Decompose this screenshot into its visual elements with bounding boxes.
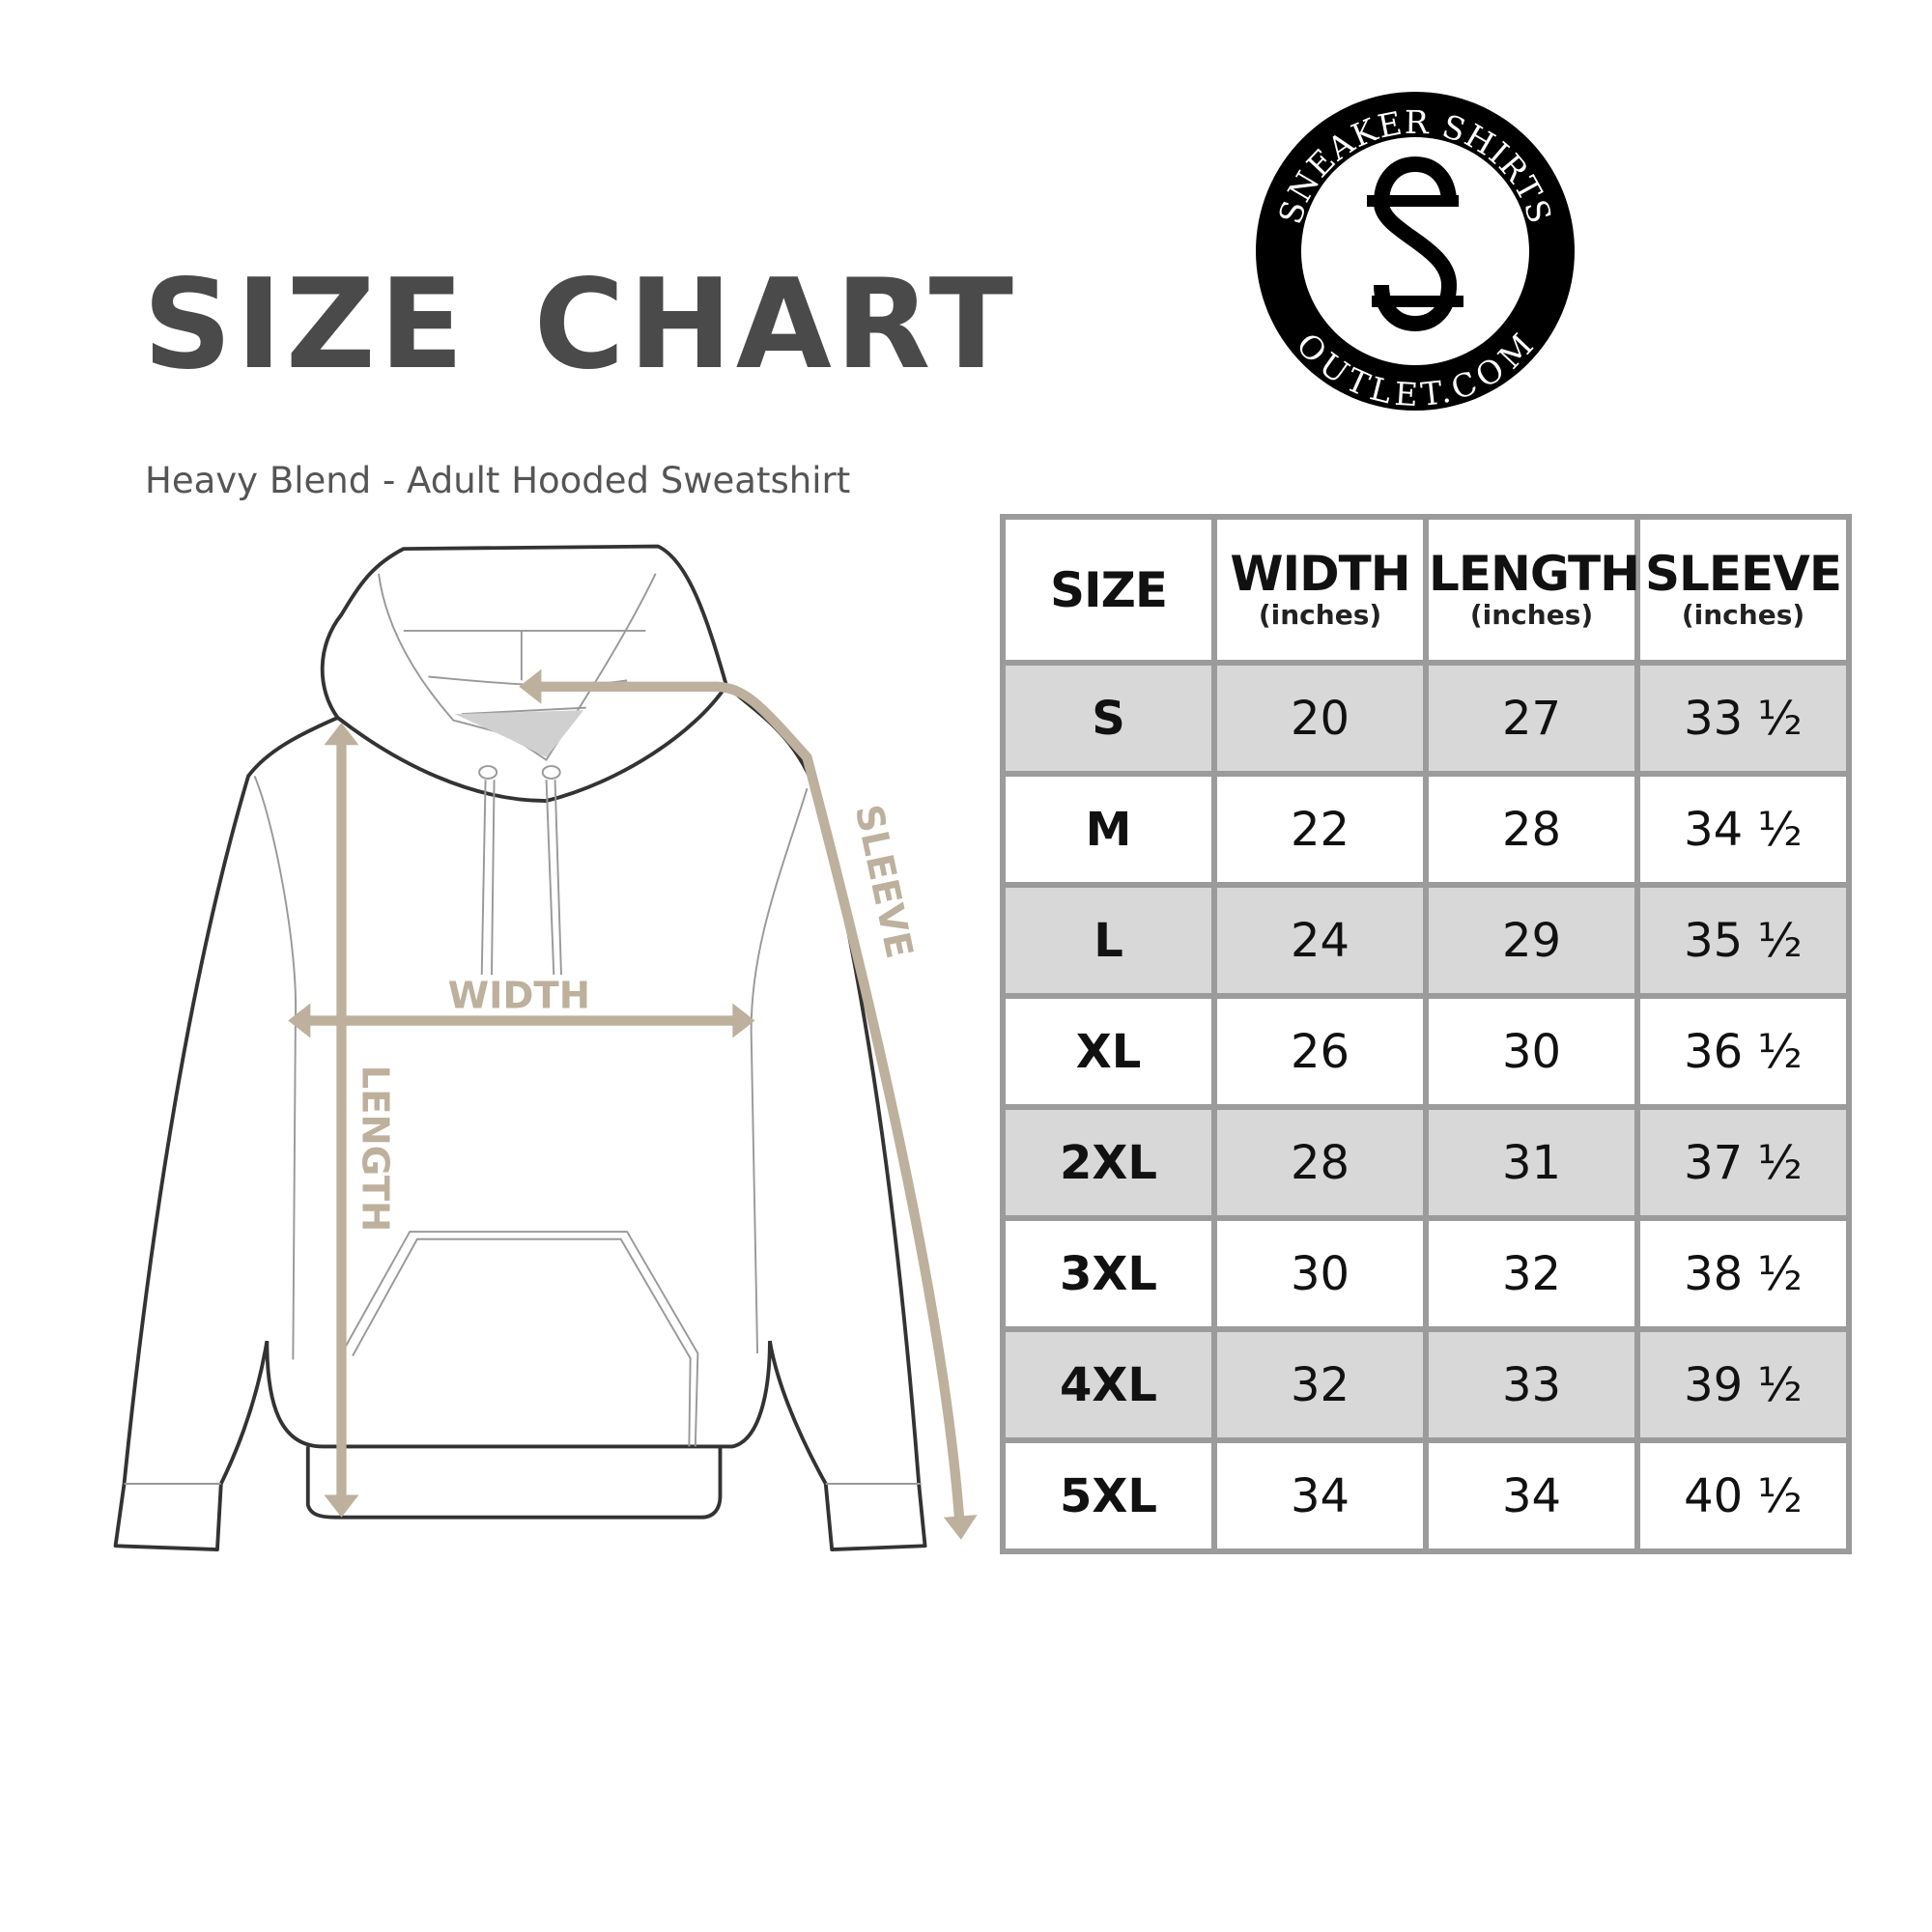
cell-width: 30 [1211, 1215, 1429, 1332]
cell-length: 34 [1423, 1437, 1640, 1554]
cell-length: 30 [1423, 993, 1640, 1110]
hoodie-detail-lines [124, 573, 922, 1485]
header-size: SIZE [1000, 514, 1217, 666]
cell-sleeve: 40 ½ [1634, 1437, 1852, 1554]
cell-size: S [1000, 660, 1217, 777]
product-subtitle: Heavy Blend - Adult Hooded Sweatshirt [145, 460, 851, 501]
table-header-row: SIZE WIDTH (inches) LENGTH (inches) SLEEVE… [1000, 514, 1852, 666]
cell-length: 28 [1423, 771, 1640, 888]
table-row: 5XL 34 34 40 ½ [1000, 1437, 1852, 1554]
table-row: 4XL 32 33 39 ½ [1000, 1326, 1852, 1443]
cell-length: 33 [1423, 1326, 1640, 1443]
cell-size: 2XL [1000, 1104, 1217, 1221]
logo-monogram-icon [1367, 156, 1463, 332]
cell-length: 27 [1423, 660, 1640, 777]
cell-length: 31 [1423, 1104, 1640, 1221]
cell-sleeve: 35 ½ [1634, 882, 1852, 999]
cell-sleeve: 34 ½ [1634, 771, 1852, 888]
cell-width: 28 [1211, 1104, 1429, 1221]
cell-sleeve: 37 ½ [1634, 1104, 1852, 1221]
width-label: WIDTH [448, 975, 590, 1018]
table-row: 3XL 30 32 38 ½ [1000, 1215, 1852, 1332]
cell-width: 24 [1211, 882, 1429, 999]
header-sleeve: SLEEVE (inches) [1634, 514, 1852, 666]
header-length: LENGTH (inches) [1423, 514, 1640, 666]
cell-size: 5XL [1000, 1437, 1217, 1554]
cell-size: 3XL [1000, 1215, 1217, 1332]
cell-width: 26 [1211, 993, 1429, 1110]
table-row: XL 26 30 36 ½ [1000, 993, 1852, 1110]
table-row: 2XL 28 31 37 ½ [1000, 1104, 1852, 1221]
cell-width: 34 [1211, 1437, 1429, 1554]
arrow-heads [288, 668, 978, 1540]
cell-size: 4XL [1000, 1326, 1217, 1443]
cell-sleeve: 33 ½ [1634, 660, 1852, 777]
length-label: LENGTH [353, 1065, 396, 1233]
table-row: S 20 27 33 ½ [1000, 660, 1852, 777]
sleeve-arrow [528, 681, 965, 1530]
table-row: M 22 28 34 ½ [1000, 771, 1852, 888]
header-width: WIDTH (inches) [1211, 514, 1429, 666]
cell-sleeve: 38 ½ [1634, 1215, 1852, 1332]
cell-length: 32 [1423, 1215, 1640, 1332]
cell-size: M [1000, 771, 1217, 888]
page-title: SIZE CHART [143, 253, 1017, 397]
cell-sleeve: 36 ½ [1634, 993, 1852, 1110]
hoodie-outline [113, 544, 927, 1552]
hood-lining-shade [454, 710, 584, 758]
table-row: L 24 29 35 ½ [1000, 882, 1852, 999]
size-table: SIZE WIDTH (inches) LENGTH (inches) SLEEVE… [1000, 514, 1852, 1554]
brand-logo: SNEAKER SHIRTS OUTLET.COM [1256, 92, 1575, 413]
measurement-arrows [295, 681, 965, 1530]
cell-size: L [1000, 882, 1217, 999]
cell-size: XL [1000, 993, 1217, 1110]
cell-width: 22 [1211, 771, 1429, 888]
cell-sleeve: 39 ½ [1634, 1326, 1852, 1443]
cell-length: 29 [1423, 882, 1640, 999]
cell-width: 32 [1211, 1326, 1429, 1443]
cell-width: 20 [1211, 660, 1429, 777]
